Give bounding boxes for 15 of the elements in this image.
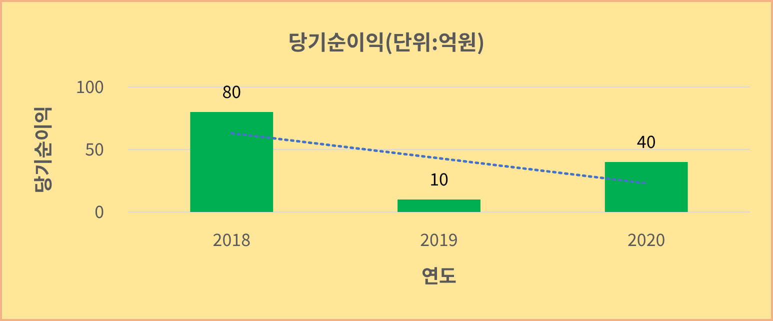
bar <box>604 162 688 212</box>
bar <box>190 112 274 212</box>
y-tick-label: 50 <box>85 135 104 160</box>
data-label: 80 <box>222 78 242 103</box>
x-tick-label: 2020 <box>627 226 666 251</box>
x-tick-label: 2018 <box>212 226 251 251</box>
y-axis-title: 당기순이익 <box>29 106 56 194</box>
chart-title: 당기순이익(단위:억원) <box>288 27 485 57</box>
x-axis-title: 연도 <box>422 262 456 289</box>
data-label: 10 <box>430 166 448 190</box>
y-tick-label: 0 <box>94 198 104 223</box>
x-tick-label: 2019 <box>420 226 458 251</box>
bar <box>398 200 480 212</box>
data-label: 40 <box>636 128 656 153</box>
y-tick-label: 100 <box>76 72 104 98</box>
